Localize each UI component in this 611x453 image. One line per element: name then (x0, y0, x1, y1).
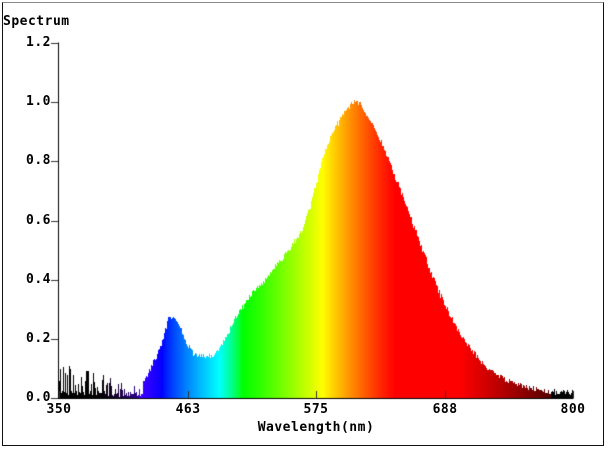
x-axis-tick-label: 350 (46, 402, 72, 417)
y-axis-tick-label: 1.2 (26, 35, 51, 50)
y-axis-tick-label: 0.8 (26, 153, 51, 169)
y-axis-tick-label: 0.0 (26, 390, 51, 405)
x-axis-label: Wavelength(nm) (257, 420, 375, 435)
x-axis-tick-label: 463 (175, 402, 201, 417)
y-axis-tick-label: 1.0 (26, 94, 51, 110)
x-axis-tick-label: 575 (303, 402, 329, 417)
y-axis-tick-label: 0.4 (26, 271, 51, 287)
x-axis-tick-label: 688 (432, 402, 458, 417)
y-axis-tick-label: 0.2 (26, 330, 51, 346)
chart-title: Spectrum (3, 14, 70, 29)
y-axis-tick-label: 0.6 (26, 212, 51, 228)
x-axis-tick-label: 800 (560, 402, 586, 417)
